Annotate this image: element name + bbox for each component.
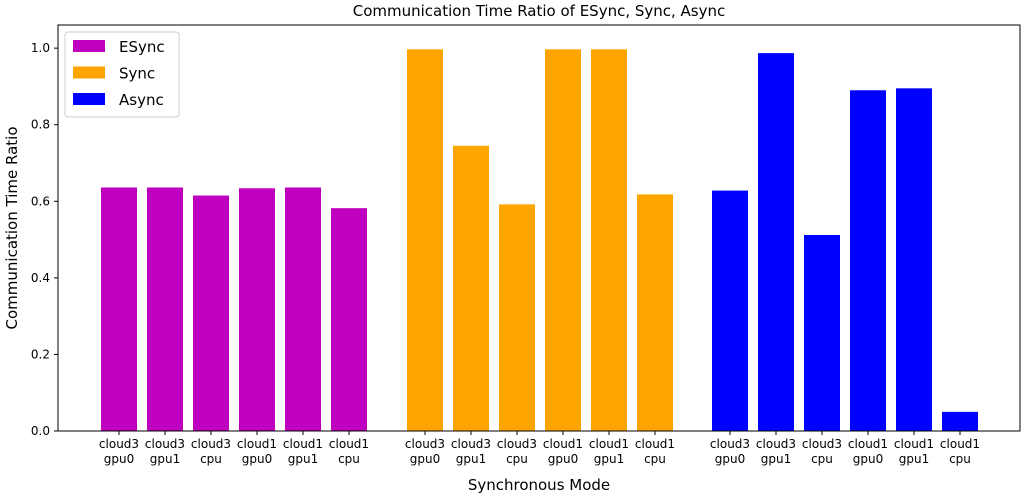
y-tick-label: 0.2 (31, 347, 50, 361)
bar-async-0 (712, 190, 748, 431)
x-tick-label: cloud1 gpu0 (543, 437, 583, 466)
bar-sync-4 (591, 49, 627, 431)
bar-async-3 (850, 90, 886, 431)
bar-sync-3 (545, 49, 581, 431)
x-tick-label: cloud3 gpu1 (451, 437, 491, 466)
x-tick-label: cloud3 gpu0 (405, 437, 445, 466)
y-tick-label: 0.4 (31, 271, 50, 285)
y-axis-label: Communication Time Ratio (3, 127, 21, 330)
x-tick-label: cloud1 gpu1 (589, 437, 629, 466)
bar-esync-0 (101, 187, 137, 431)
y-tick-label: 0.8 (31, 118, 50, 132)
x-tick-label: cloud1 cpu (329, 437, 369, 466)
bar-async-2 (804, 234, 840, 431)
bar-esync-5 (331, 208, 367, 431)
x-tick-label: cloud3 cpu (497, 437, 537, 466)
x-tick-label: cloud1 gpu0 (237, 437, 277, 466)
x-tick-label: cloud1 gpu0 (848, 437, 888, 466)
legend-label-async: Async (119, 91, 164, 109)
x-tick-label: cloud1 cpu (940, 437, 980, 466)
bar-esync-2 (193, 195, 229, 431)
y-tick-label: 1.0 (31, 41, 50, 55)
x-tick-label: cloud3 gpu1 (756, 437, 796, 466)
x-tick-label: cloud3 gpu0 (99, 437, 139, 466)
bar-sync-1 (453, 145, 489, 431)
bar-esync-4 (285, 187, 321, 431)
x-tick-label: cloud1 gpu1 (283, 437, 323, 466)
x-tick-label: cloud1 gpu1 (894, 437, 934, 466)
x-tick-label: cloud3 gpu0 (710, 437, 750, 466)
bar-esync-3 (239, 188, 275, 431)
legend-swatch-sync (73, 66, 105, 79)
x-tick-label: cloud3 cpu (802, 437, 842, 466)
x-tick-label: cloud1 cpu (635, 437, 675, 466)
y-tick-label: 0.0 (31, 424, 50, 438)
x-tick-label: cloud3 cpu (191, 437, 231, 466)
legend-label-sync: Sync (119, 65, 155, 83)
bar-async-1 (758, 53, 794, 432)
bars (101, 49, 978, 432)
x-axis-label: Synchronous Mode (468, 476, 610, 494)
y-axis: 0.0 0.2 0.4 0.6 0.8 1.0 (31, 41, 58, 438)
x-tick-label: cloud3 gpu1 (145, 437, 185, 466)
bar-async-4 (896, 88, 932, 431)
bar-sync-2 (499, 204, 535, 431)
bar-async-5 (942, 411, 978, 431)
legend: ESync Sync Async (64, 31, 180, 118)
legend-swatch-esync (73, 40, 105, 52)
legend-label-esync: ESync (119, 38, 165, 56)
chart-title: Communication Time Ratio of ESync, Sync,… (353, 2, 726, 20)
legend-swatch-async (73, 93, 105, 105)
plot-frame (57, 24, 1021, 432)
bar-esync-1 (147, 187, 183, 431)
y-tick-label: 0.6 (31, 194, 50, 208)
bar-sync-0 (407, 49, 443, 431)
bar-sync-5 (637, 194, 673, 431)
